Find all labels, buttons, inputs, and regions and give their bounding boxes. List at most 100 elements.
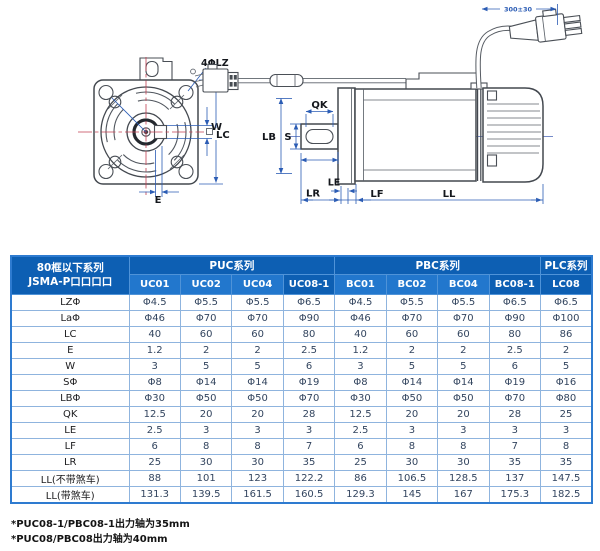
table-row: LZΦ Φ4.5 Φ5.5 Φ5.5 Φ6.5 Φ4.5 Φ5.5 Φ5.5 Φ6.5 Φ6.5 — [10, 294, 593, 311]
spec-cell: Φ30 — [128, 390, 181, 407]
column-header-uc01: UC01 — [128, 274, 181, 295]
spec-cell: 20 — [231, 406, 284, 423]
spec-cell: 145 — [385, 486, 439, 504]
column-header-lc08: LC08 — [540, 274, 593, 295]
encoder-cable — [238, 73, 406, 88]
spec-cell: 3 — [334, 358, 387, 375]
spec-cell: 175.3 — [488, 486, 542, 504]
spec-cell: 101 — [179, 470, 233, 487]
spec-cell: 147.5 — [540, 470, 593, 487]
spec-cell: 167 — [437, 486, 490, 504]
spec-cell: 5 — [540, 358, 593, 375]
spec-cell: 35 — [282, 454, 336, 471]
footnote-1: *PUC08-1/PBC08-1出力轴为35mm — [11, 519, 190, 530]
column-header-bc01: BC01 — [334, 274, 387, 295]
row-label: W — [10, 358, 130, 375]
spec-cell: 86 — [334, 470, 387, 487]
spec-cell: 129.3 — [334, 486, 387, 504]
spec-cell: 6 — [128, 438, 181, 455]
spec-cell: 6 — [488, 358, 542, 375]
bolt-holes — [107, 94, 185, 170]
spec-cell: 25 — [128, 454, 181, 471]
spec-cell: 1.2 — [128, 342, 181, 359]
table-row: LR 25 30 30 35 25 30 30 35 35 — [10, 454, 593, 471]
spec-cell: Φ14 — [179, 374, 233, 391]
table-row: LE 2.5 3 3 3 2.5 3 3 3 3 — [10, 422, 593, 439]
column-header-uc04: UC04 — [231, 274, 284, 295]
spec-cell: 80 — [488, 326, 542, 343]
spec-cell: 3 — [385, 422, 439, 439]
series-group-header: PLC系列 — [540, 255, 593, 275]
spec-cell: Φ5.5 — [385, 294, 439, 311]
spec-cell: 1.2 — [334, 342, 387, 359]
cooling-fins — [487, 103, 541, 154]
spec-cell: 5 — [231, 358, 284, 375]
spec-cell: 7 — [282, 438, 336, 455]
spec-cell: 8 — [179, 438, 233, 455]
row-label: LZΦ — [10, 294, 130, 311]
series-group-header: PBC系列 — [334, 255, 542, 275]
spec-cell: 8 — [437, 438, 490, 455]
spec-cell: 106.5 — [385, 470, 439, 487]
spec-cell: 2.5 — [282, 342, 336, 359]
spec-cell: 25 — [334, 454, 387, 471]
table-row: LL(不带煞车) 88 101 123 122.2 86 106.5 128.5 137 147.… — [10, 470, 593, 487]
spec-cell: Φ70 — [385, 310, 439, 327]
spec-cell: 60 — [231, 326, 284, 343]
spec-cell: Φ14 — [385, 374, 439, 391]
row-label: SΦ — [10, 374, 130, 391]
spec-cell: 2 — [231, 342, 284, 359]
spec-cell: 3 — [488, 422, 542, 439]
tab-slot — [145, 60, 159, 78]
spec-cell: 28 — [488, 406, 542, 423]
table-row: E 1.2 2 2 2.5 1.2 2 2 2.5 2 — [10, 342, 593, 359]
spec-cell: Φ14 — [231, 374, 284, 391]
spec-cell: 5 — [437, 358, 490, 375]
spec-cell: 30 — [231, 454, 284, 471]
column-header-uc02: UC02 — [179, 274, 233, 295]
square-symbol — [206, 128, 213, 135]
spec-cell: Φ8 — [334, 374, 387, 391]
footnotes: *PUC08-1/PBC08-1出力轴为35mm *PUC08/PBC08出力轴… — [11, 518, 190, 547]
spec-cell: Φ14 — [437, 374, 490, 391]
spec-cell: Φ19 — [488, 374, 542, 391]
table-row: LC 40 60 60 80 40 60 60 80 86 — [10, 326, 593, 343]
spec-cell: 20 — [179, 406, 233, 423]
row-label: LR — [10, 454, 130, 471]
spec-cell: 20 — [385, 406, 439, 423]
footnote-2: *PUC08/PBC08出力轴为40mm — [11, 533, 168, 545]
spec-cell: 3 — [231, 422, 284, 439]
spec-cell: 60 — [385, 326, 439, 343]
spec-cell: 161.5 — [231, 486, 284, 504]
dim-label-e: E — [155, 195, 162, 206]
spec-cell: Φ19 — [282, 374, 336, 391]
spec-cell: Φ70 — [437, 310, 490, 327]
dim-label-cable: 300±30 — [504, 6, 533, 14]
spec-table: 80框以下系列 JSMA-P口口口口 PUC系列 PBC系列 PLC系列 UC01 UC02… — [10, 255, 593, 504]
dim-label-lr: LR — [306, 189, 320, 200]
encoder-connector — [190, 63, 239, 93]
spec-cell: Φ50 — [231, 390, 284, 407]
spec-cell: 122.2 — [282, 470, 336, 487]
spec-cell: 131.3 — [128, 486, 181, 504]
row-label: LL(不带煞车) — [10, 470, 130, 487]
spec-cell: 12.5 — [334, 406, 387, 423]
corner-header-line2: JSMA-P口口口口 — [28, 275, 113, 288]
spec-cell: 86 — [540, 326, 593, 343]
spec-cell: 2 — [179, 342, 233, 359]
rear-housing — [482, 87, 544, 183]
corner-header-line1: 80框以下系列 — [36, 261, 104, 274]
table-row: SΦ Φ8 Φ14 Φ14 Φ19 Φ8 Φ14 Φ14 Φ19 Φ16 — [10, 374, 593, 391]
spec-cell: 8 — [231, 438, 284, 455]
spec-cell: 8 — [385, 438, 439, 455]
spec-cell: Φ90 — [488, 310, 542, 327]
spec-cell: Φ50 — [179, 390, 233, 407]
table-row: LL(带煞车) 131.3 139.5 161.5 160.5 129.3 145 167 17… — [10, 486, 593, 504]
dim-label-le: LE — [328, 178, 341, 189]
table-row: QK 12.5 20 20 28 12.5 20 20 28 25 — [10, 406, 593, 423]
spec-cell: 60 — [179, 326, 233, 343]
spec-cell: 5 — [179, 358, 233, 375]
spec-cell: 2.5 — [488, 342, 542, 359]
spec-cell: 35 — [540, 454, 593, 471]
spec-cell: 3 — [282, 422, 336, 439]
